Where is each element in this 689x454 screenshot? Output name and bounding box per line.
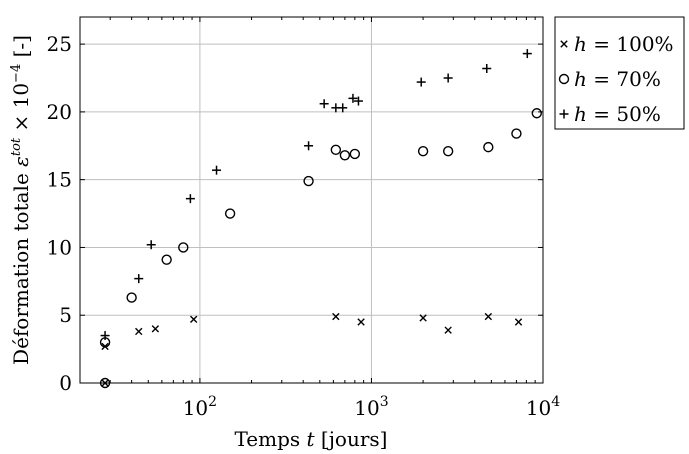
x-tick-label: 104	[526, 394, 560, 420]
data-point-plus	[146, 240, 156, 250]
marker-stroke	[151, 325, 160, 333]
data-point-x	[514, 318, 523, 326]
data-point-circle	[531, 108, 542, 119]
y-axis-title: Déformation totale εtot × 10−4 [-]	[9, 35, 33, 365]
legend-label-h50: h = 50%	[574, 102, 661, 126]
data-point-circle	[349, 148, 361, 160]
data-point-plus	[134, 274, 144, 284]
data-point-circle	[442, 145, 454, 157]
data-point-plus	[522, 49, 532, 59]
series-plus	[100, 49, 532, 341]
marker-stroke	[101, 379, 109, 387]
data-point-x	[444, 326, 452, 334]
y-tick-label: 25	[47, 32, 72, 56]
series-x	[101, 312, 523, 387]
data-point-x	[101, 379, 109, 387]
data-point-circle	[161, 254, 172, 265]
tick-layer	[80, 17, 544, 384]
data-point-circle	[99, 377, 111, 389]
data-point-x	[357, 318, 365, 326]
data-point-x	[135, 327, 143, 336]
label-layer: 0 5 10 15 20 25 102 103 104	[47, 32, 561, 420]
x-tick-label: 102	[183, 394, 217, 420]
marker-stroke	[444, 326, 452, 334]
data-point-x	[484, 312, 493, 321]
x-axis-title: Temps t [jours]	[235, 427, 388, 451]
marker-stroke	[419, 314, 427, 322]
data-point-circle	[303, 175, 314, 187]
marker-stroke	[560, 40, 568, 48]
data-point-plus	[185, 194, 195, 204]
grid-layer	[80, 17, 543, 384]
data-point-x	[332, 312, 340, 321]
data-point-plus	[100, 331, 110, 341]
y-tick-label: 15	[47, 168, 72, 192]
data-point-plus	[338, 103, 348, 113]
data-point-plus	[443, 73, 453, 83]
data-point-plus	[319, 99, 329, 109]
marker-stroke	[135, 327, 143, 336]
y-tick-label: 5	[59, 303, 72, 327]
data-point-plus	[416, 77, 426, 87]
marks-layer	[99, 49, 542, 389]
data-point-circle	[126, 292, 137, 303]
legend-marker-plus	[559, 109, 569, 119]
plot-frame	[79, 16, 544, 384]
data-point-circle	[511, 128, 522, 139]
marker-stroke	[332, 312, 340, 321]
data-point-x	[189, 315, 198, 323]
data-point-x	[151, 325, 160, 333]
legend: h = 100% h = 70% h = 50%	[554, 16, 685, 130]
marker-stroke	[484, 312, 493, 321]
series-circle	[99, 108, 542, 389]
data-point-circle	[224, 208, 236, 219]
legend-marker-x	[560, 40, 568, 48]
data-point-plus	[212, 165, 222, 175]
legend-box	[554, 16, 685, 130]
data-point-circle	[339, 150, 351, 161]
data-point-x	[419, 314, 427, 322]
x-tick-label: 103	[354, 394, 388, 420]
y-tick-label: 20	[47, 100, 72, 124]
data-point-circle	[483, 141, 494, 153]
data-point-circle	[330, 144, 342, 156]
legend-markers	[558, 40, 570, 119]
data-point-plus	[348, 93, 358, 103]
marker-stroke	[514, 318, 523, 326]
legend-marker-circle	[558, 73, 570, 85]
data-point-plus	[353, 96, 363, 106]
data-point-plus	[482, 64, 492, 74]
marker-stroke	[189, 315, 198, 323]
marker-stroke	[357, 318, 365, 326]
data-point-circle	[417, 145, 429, 157]
y-tick-label: 10	[47, 235, 72, 259]
data-point-plus	[304, 141, 314, 151]
y-tick-label: 0	[59, 371, 72, 395]
legend-label-h100: h = 100%	[574, 32, 674, 56]
data-point-circle	[178, 242, 189, 253]
legend-label-h70: h = 70%	[574, 67, 661, 91]
